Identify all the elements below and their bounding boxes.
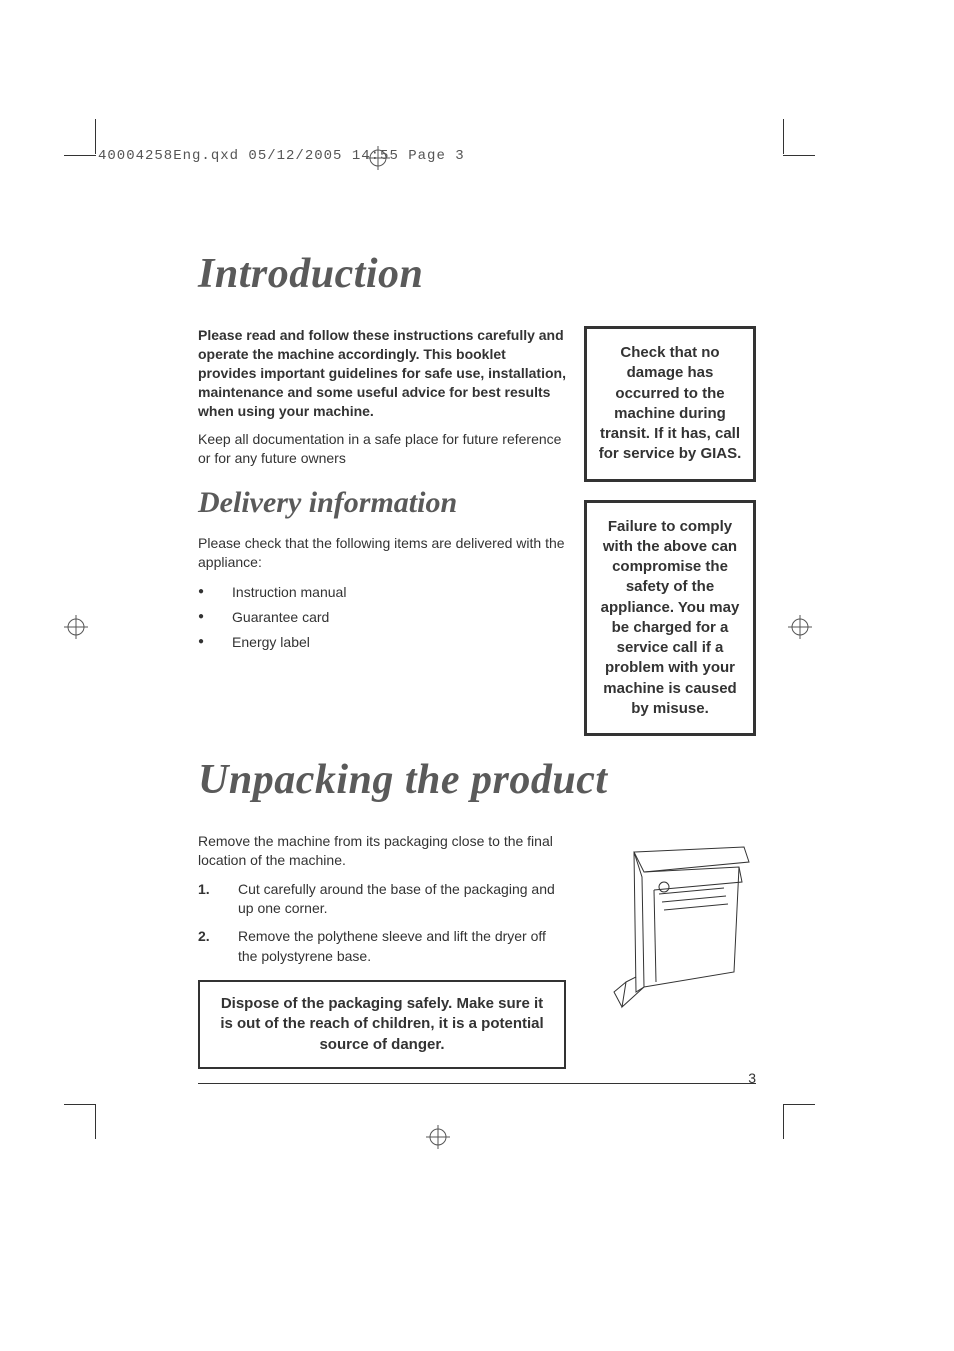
unpacking-left-column: Remove the machine from its packaging cl… (198, 832, 566, 1069)
crop-mark (783, 119, 784, 154)
intro-paragraph: Keep all documentation in a safe place f… (198, 430, 566, 468)
intro-right-column: Check that no damage has occurred to the… (584, 326, 756, 736)
crop-mark (95, 119, 96, 154)
crop-mark (64, 155, 96, 156)
delivery-paragraph: Please check that the following items ar… (198, 534, 566, 572)
step-item: Remove the polythene sleeve and lift the… (198, 927, 566, 966)
transit-damage-callout: Check that no damage has occurred to the… (584, 326, 756, 482)
list-item: Instruction manual (198, 582, 566, 603)
registration-mark-icon (426, 1125, 450, 1149)
intro-left-column: Please read and follow these instruction… (198, 326, 566, 736)
unpacking-heading: Unpacking the product (198, 756, 756, 804)
crop-mark (95, 1104, 96, 1139)
content-area: Introduction Please read and follow thes… (198, 250, 756, 1084)
delivery-list: Instruction manual Guarantee card Energy… (198, 582, 566, 653)
crop-mark (783, 1104, 784, 1139)
unpacking-paragraph: Remove the machine from its packaging cl… (198, 832, 566, 870)
delivery-heading: Delivery information (198, 486, 566, 520)
misuse-warning-callout: Failure to comply with the above can com… (584, 500, 756, 737)
packaging-illustration (584, 832, 756, 1017)
registration-mark-icon (64, 615, 88, 639)
crop-mark (783, 155, 815, 156)
crop-mark (783, 1104, 815, 1105)
intro-bold-paragraph: Please read and follow these instruction… (198, 326, 566, 420)
step-item: Cut carefully around the base of the pac… (198, 880, 566, 919)
list-item: Guarantee card (198, 607, 566, 628)
unpacking-columns: Remove the machine from its packaging cl… (198, 832, 756, 1069)
registration-mark-icon (788, 615, 812, 639)
registration-mark-icon (366, 146, 390, 170)
intro-columns: Please read and follow these instruction… (198, 326, 756, 736)
disposal-warning-box: Dispose of the packaging safely. Make su… (198, 980, 566, 1069)
bottom-rule (198, 1083, 756, 1084)
introduction-heading: Introduction (198, 250, 756, 298)
crop-mark (64, 1104, 96, 1105)
page: 40004258Eng.qxd 05/12/2005 14:55 Page 3 … (0, 0, 954, 1351)
unpacking-steps: Cut carefully around the base of the pac… (198, 880, 566, 966)
page-number: 3 (748, 1070, 756, 1086)
list-item: Energy label (198, 632, 566, 653)
unpacking-right-column (584, 832, 756, 1069)
file-header: 40004258Eng.qxd 05/12/2005 14:55 Page 3 (98, 148, 465, 164)
